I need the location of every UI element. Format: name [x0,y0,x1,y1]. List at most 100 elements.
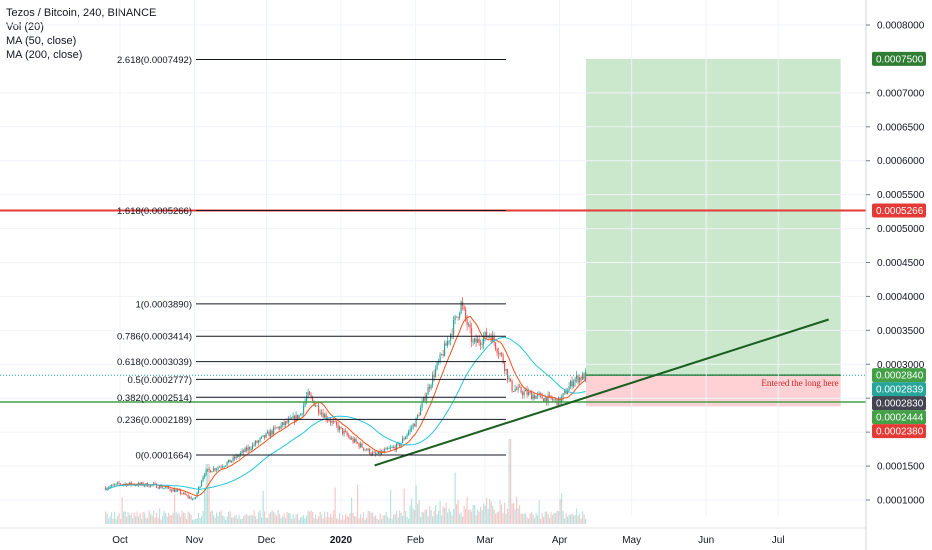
price-labels: 0.00075000.00052660.00028400.000283923:3… [872,51,926,439]
candle-body [464,309,467,319]
candle-body [197,487,200,493]
y-tick-label: 0.0004500 [877,258,925,269]
candle-body [389,447,392,449]
y-tick-label: 0.0003500 [877,326,925,337]
volume-bar [568,514,570,524]
volume-bar [445,502,447,524]
volume-bar [309,511,311,524]
candle-body [259,438,261,441]
candle-body [568,386,570,392]
candle-body [238,454,240,457]
candle-body [479,342,482,345]
volume-bar [285,517,287,524]
volume-bar [216,512,218,524]
position-note: Entered the long here [761,378,838,388]
candle-body [325,414,327,420]
volume-bar [240,518,242,524]
volume-bar [490,501,492,524]
volume-bar [508,439,510,524]
volume-bar [300,517,302,524]
volume-bar [418,499,420,524]
volume-bar [409,505,411,524]
candle-body [509,378,512,381]
candle-body [398,443,401,447]
candle-body [248,447,251,450]
candle-body [286,421,288,423]
volume-bar [433,510,435,524]
y-tick-label: 0.0006000 [877,156,925,167]
candle-body [554,398,557,400]
volume-bar [516,497,518,524]
volume-bar [355,516,357,524]
volume-bar [181,510,183,524]
candle-body [187,495,189,498]
candle-body [271,430,273,435]
volume-bar [469,509,471,524]
volume-bar [133,512,135,524]
y-tick-label: 0.0005500 [877,190,925,201]
candle-body [154,483,156,485]
volume-bar [168,512,170,524]
candle-body [467,324,470,326]
ma200-indicator-label[interactable]: MA (200, close) [6,49,83,61]
volume-bar [334,487,336,524]
volume-bar [202,511,204,524]
volume-bar [511,503,513,524]
candle-body [335,421,338,425]
candle-body [499,353,501,355]
candle-body [508,378,510,380]
volume-bar [277,510,279,524]
volume-bar [252,515,254,524]
volume-bar [219,511,221,524]
candle-body [299,414,302,416]
volume-bar [399,510,401,524]
candle-body [433,374,435,377]
candle-body [283,422,285,425]
volume-bar [379,513,381,524]
candle-body [176,489,179,491]
candle-body [262,435,264,437]
volume-bar [301,516,303,524]
candle-body [377,450,380,454]
volume-bar [451,515,453,524]
volume-bar [267,517,269,524]
candle-body [173,489,176,492]
candle-body [113,484,116,486]
volume-bar [337,518,339,524]
candle-body [409,428,411,432]
volume-bar [144,512,146,524]
volume-bar [549,517,551,524]
candle-body [448,340,450,342]
volume-bar [129,514,131,524]
candle-body [376,453,378,455]
volume-bar [541,513,543,524]
volume-bar [573,515,575,524]
volume-bar [537,515,539,524]
volume-bar [190,514,192,524]
volume-bar [151,515,153,524]
x-tick-label: Mar [477,535,495,546]
volume-bar [505,513,507,524]
candle-body [407,431,410,435]
candle-body [526,389,528,395]
candle-body [322,412,324,418]
volume-bar [535,512,537,524]
volume-bar [331,517,333,524]
volume-bar [106,513,108,524]
candle-body [217,467,219,469]
candle-body [455,316,458,318]
symbol-title[interactable]: Tezos / Bitcoin, 240, BINANCE [6,7,157,19]
candle-body [332,420,335,422]
candle-body [116,482,119,484]
candle-body [196,492,198,498]
volume-indicator-label[interactable]: Vol (20) [6,21,44,33]
volume-bar [264,511,266,524]
ma50-indicator-label[interactable]: MA (50, close) [6,35,77,47]
volume-bar [574,514,576,524]
volume-bar [526,517,528,524]
volume-bar [283,513,285,524]
volume-bar [111,512,113,524]
volume-bar [312,512,314,524]
volume-bar [406,516,408,524]
